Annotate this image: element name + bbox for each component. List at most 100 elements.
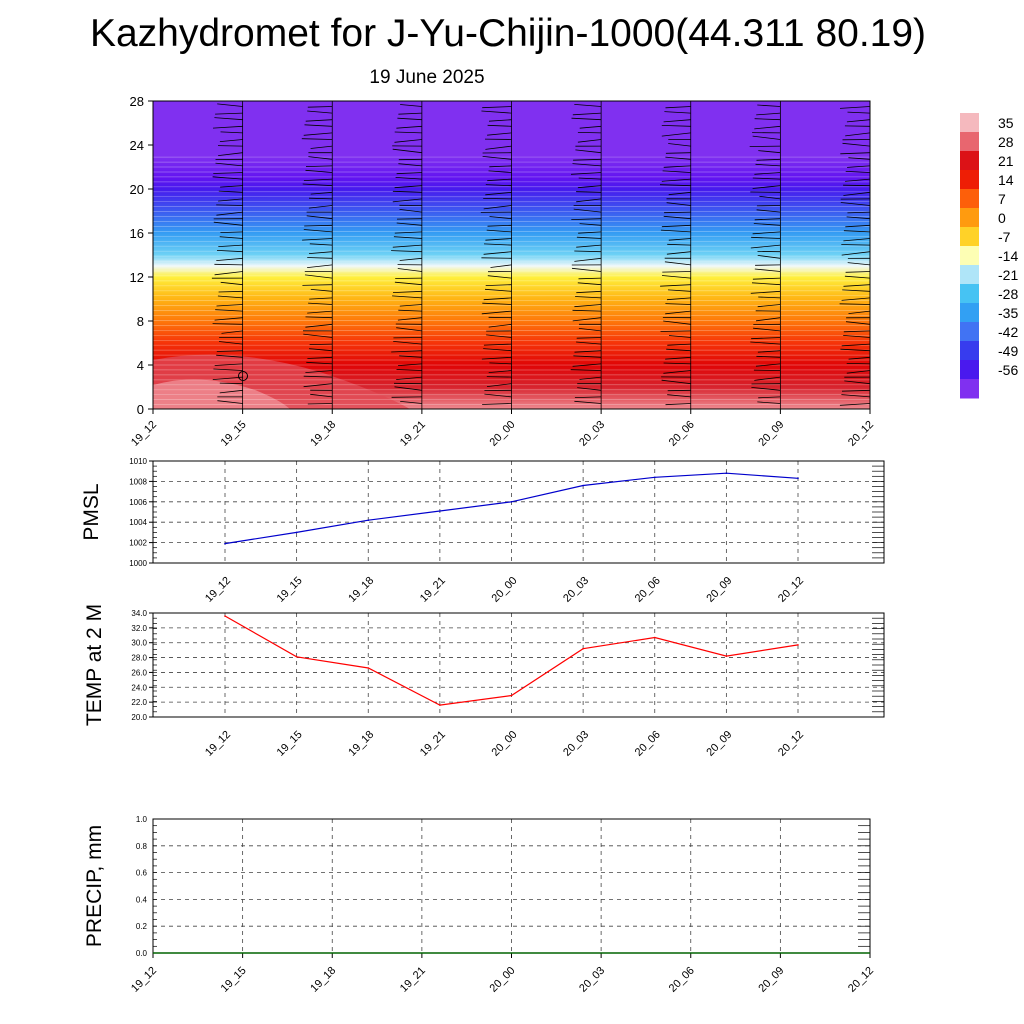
wind-barb (841, 394, 870, 398)
wind-barb (400, 401, 422, 404)
wind-barb (661, 224, 691, 228)
wind-barb (662, 271, 691, 273)
heatmap-x-tick-label: 20_03 (577, 419, 607, 449)
wind-barb (215, 162, 243, 167)
wind-barb (483, 297, 512, 301)
wind-barb (847, 211, 870, 214)
data-point (654, 636, 656, 639)
wind-barb (394, 139, 422, 143)
wind-barb (153, 112, 154, 114)
y-tick-label: 30.0 (131, 639, 147, 648)
colorbar-tick-label: 35 (998, 115, 1014, 131)
wind-barb (842, 289, 870, 292)
wind-barb (305, 370, 333, 373)
wind-barb (661, 275, 691, 279)
data-point (439, 510, 441, 512)
wind-barb (396, 376, 422, 380)
data-point (295, 531, 298, 534)
heatmap-x-tick-label: 20_12 (846, 419, 876, 449)
wind-barb (663, 320, 691, 325)
y-tick-label: 0.4 (136, 895, 148, 904)
panel-frame (152, 460, 885, 564)
wind-barb (483, 343, 512, 346)
wind-barb (572, 317, 602, 322)
wind-barb (301, 138, 333, 140)
heatmap-y-tick-label: 12 (130, 270, 144, 285)
wind-barb (302, 284, 333, 286)
wind-barb (393, 236, 422, 239)
wind-barb (841, 251, 870, 256)
wind-barb (399, 209, 422, 213)
wind-barb (153, 311, 154, 312)
colorbar-tick-label: 0 (998, 210, 1006, 226)
chart-title: Kazhydromet for J-Yu-Chijin-1000(44.311 … (89, 12, 927, 55)
wind-barb (846, 119, 870, 123)
wind-barb (392, 198, 422, 203)
wind-barb (572, 163, 602, 167)
wind-barb (218, 290, 243, 293)
wind-barb (843, 330, 870, 333)
x-tick-label: 20_06 (633, 575, 663, 605)
wind-barb (750, 244, 781, 249)
x-tick-label: 19_18 (346, 575, 376, 605)
wind-barb (481, 310, 512, 315)
wind-barb (667, 243, 691, 246)
wind-barb (757, 401, 781, 404)
wind-barb (753, 327, 781, 332)
wind-barb (217, 400, 243, 404)
colorbar-swatch (960, 303, 979, 323)
wind-barb (396, 125, 422, 129)
wind-barbs (153, 101, 870, 409)
contour-line (153, 156, 870, 158)
data-point (725, 472, 728, 475)
wind-barb (661, 379, 691, 385)
x-tick-label: 19_18 (308, 965, 338, 995)
heatmap-y-tick-label: 4 (137, 358, 144, 373)
wind-barb (392, 148, 422, 154)
temperature-cross-section (153, 101, 870, 409)
data-point (510, 501, 513, 503)
wind-barb (392, 295, 422, 299)
wind-barb (668, 143, 691, 147)
heatmap-y-tick-label: 8 (137, 314, 144, 329)
colorbar-swatch (960, 227, 979, 247)
wind-barb (845, 178, 870, 182)
colorbar: 35 28 21 14 7 0 -7 -14 -21 -28 -35 -42 -49 -56 (960, 113, 1018, 399)
colorbar-tick-label: -28 (998, 286, 1018, 302)
colorbar-tick-label: -21 (998, 267, 1018, 283)
wind-barb (752, 135, 781, 140)
wind-barb (758, 396, 781, 399)
wind-barb (576, 341, 602, 345)
wind-barb (488, 323, 512, 328)
colorbar-swatch (960, 113, 979, 133)
wind-barb (399, 304, 422, 307)
wind-barb (153, 179, 154, 180)
wind-barb (398, 112, 422, 115)
wind-barb (306, 215, 333, 220)
wind-barb (570, 172, 602, 175)
wind-barb (153, 251, 154, 253)
wind-barb (666, 348, 691, 352)
colorbar-tick-label: -56 (998, 362, 1018, 378)
x-tick-label: 19_12 (203, 729, 233, 759)
wind-barb (663, 119, 691, 123)
wind-barb (661, 125, 691, 127)
wind-barb (394, 386, 422, 391)
data-point (582, 484, 584, 487)
wind-barb (309, 348, 333, 352)
wind-barb (483, 205, 512, 210)
y-tick-label: 1.0 (136, 815, 148, 824)
wind-barb (663, 215, 691, 220)
wind-barb (487, 124, 512, 127)
wind-barb (307, 257, 333, 259)
wind-barb (217, 295, 243, 299)
wind-barb (218, 244, 243, 247)
wind-barb (219, 139, 243, 142)
wind-barb (848, 356, 870, 360)
wind-barb (840, 152, 870, 155)
wind-barb (214, 317, 243, 321)
wind-barb (399, 355, 422, 358)
contour-line (153, 166, 870, 168)
wind-barb (578, 328, 602, 332)
colorbar-swatch (960, 322, 979, 342)
